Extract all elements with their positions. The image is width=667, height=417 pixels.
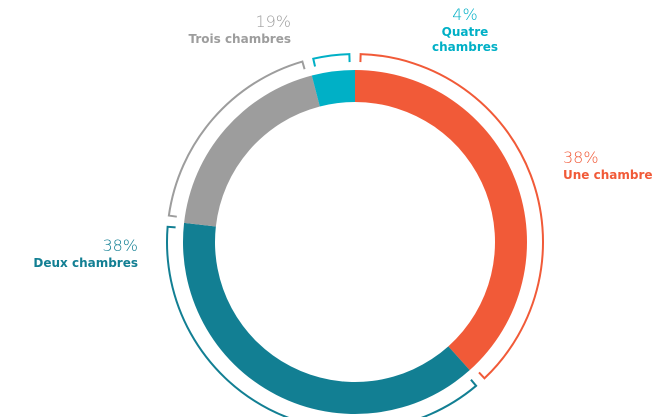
donut-segment [355,70,527,371]
donut-segment [311,70,355,107]
donut-segment [184,75,320,227]
value-label: 38% [563,148,599,167]
category-label: Trois chambres [188,32,291,46]
bracket [167,60,306,218]
value-label: 4% [452,5,478,24]
value-label: 38% [102,236,138,255]
segment-label: 19% Trois chambres [188,12,291,47]
category-label: Une chambre [563,168,653,182]
bracket [166,225,478,417]
category-label: Deux chambres [33,256,138,270]
segment-label: 38% Une chambre [563,148,653,183]
donut-segment [183,222,470,414]
bracket [359,53,544,380]
segment-label: 38% Deux chambres [33,236,138,271]
bracket [312,53,351,67]
value-label: 19% [255,12,291,31]
segment-label: 4% Quatre chambres [410,5,520,55]
category-label: Quatre chambres [431,25,499,54]
